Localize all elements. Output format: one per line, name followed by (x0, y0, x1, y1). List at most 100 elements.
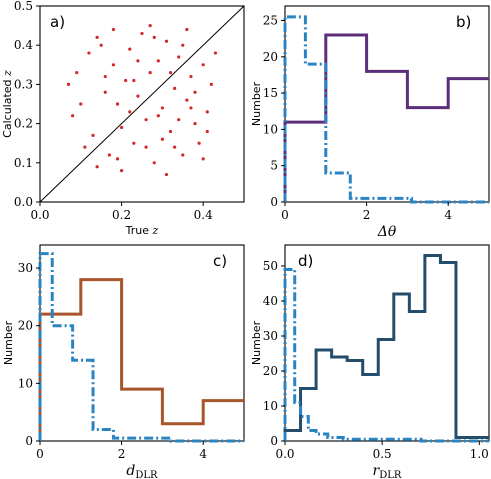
y-ticks-c: 0 10 20 30 (18, 261, 40, 448)
x-ticks-b: 0 2 4 (281, 202, 452, 222)
x-ticks-c: 0 2 4 (36, 441, 207, 461)
x-tick-label: 0 (36, 447, 44, 461)
scatter-point (201, 63, 205, 67)
scatter-point (181, 43, 185, 47)
scatter-point (103, 74, 107, 79)
panel-tag-c: c) (213, 252, 227, 270)
scatter-point (91, 133, 95, 137)
y-tick-label: 0.1 (14, 156, 33, 170)
plot-area-a (39, 5, 245, 203)
scatter-point (99, 43, 103, 47)
scatter-point (160, 137, 164, 141)
y-tick-label: 20 (263, 50, 278, 64)
scatter-point (144, 118, 148, 122)
scatter-point (128, 47, 132, 51)
scatter-point (177, 118, 181, 122)
y-tick-label: 25 (263, 14, 278, 28)
y-tick-label: 0 (25, 434, 33, 448)
x-tick-label: 1.0 (470, 447, 489, 461)
y-axis-label-a: Calculated z (1, 70, 14, 138)
scatter-point (205, 129, 209, 134)
scatter-point (115, 102, 120, 106)
scatter-point (193, 122, 197, 126)
scatter-point (193, 90, 197, 94)
y-tick-label: 0 (270, 434, 278, 448)
scatter-point (164, 39, 169, 43)
scatter-point (148, 24, 152, 28)
histogram-dashdot-series (38, 252, 244, 443)
scatter-point (136, 59, 140, 63)
y-tick-label: 20 (263, 364, 278, 378)
y-tick-label: 0 (270, 195, 278, 209)
panel-d: 0.0 0.5 1.0 0 10 20 30 40 50 d) rDLR Number (250, 244, 490, 479)
x-axis-label-d: rDLR (373, 463, 402, 479)
histogram-series-c (38, 252, 244, 443)
scatter-point (136, 94, 140, 98)
x-tick-label: 0.5 (373, 447, 392, 461)
scatter-point (205, 110, 209, 114)
scatter-point (103, 90, 107, 94)
histogram-solid-series (283, 254, 489, 441)
scatter-point (132, 141, 136, 145)
x-tick-label: 2 (118, 447, 126, 461)
scatter-point (75, 71, 79, 75)
x-ticks-d: 0.0 0.5 1.0 (275, 441, 489, 461)
x-ticks-a: 0.0 0.2 0.4 (30, 202, 213, 222)
panel-tag-b: b) (456, 13, 471, 31)
y-tick-label: 10 (18, 376, 33, 390)
x-tick-label: 4 (444, 208, 452, 222)
y-tick-label: 50 (263, 259, 278, 273)
scatter-point (185, 98, 189, 102)
scatter-point (164, 172, 169, 177)
y-ticks-b: 0 5 10 15 20 25 (263, 14, 285, 209)
scatter-point (213, 51, 218, 55)
y-axis-label-c: Number (2, 320, 15, 365)
histogram-solid-series (38, 278, 244, 441)
y-axis-label-a-main: Calculated (1, 79, 14, 137)
x-axis-label-b: Δθ (377, 224, 397, 240)
scatter-point (95, 35, 99, 39)
scatter-point (160, 106, 164, 110)
scatter-point (156, 59, 160, 63)
x-tick-label: 0.2 (112, 208, 131, 222)
scatter-point (111, 27, 116, 32)
histogram-series-b (283, 15, 489, 204)
scatter-point (156, 114, 160, 118)
y-axis-label-a-symbol: z (1, 70, 14, 77)
scatter-point (87, 51, 91, 55)
scatter-point (79, 102, 83, 106)
scatter-point (124, 78, 128, 83)
x-tick-label: 0.4 (194, 208, 213, 222)
scatter-point (201, 157, 205, 161)
scatter-point (66, 82, 71, 86)
panel-b: 0 2 4 0 5 10 15 20 25 b) Δθ Number (250, 5, 490, 240)
x-axis-label-a: True z (125, 224, 159, 237)
x-axis-label-a-symbol: z (152, 224, 159, 237)
scatter-point (152, 35, 156, 39)
scatter-point (189, 106, 193, 110)
x-axis-label-d-subscript: DLR (379, 470, 402, 479)
panel-tag-a: a) (50, 13, 65, 31)
y-tick-label: 0.5 (14, 0, 33, 13)
identity-line (39, 5, 245, 203)
histogram-series-d (283, 254, 489, 443)
scatter-point (209, 82, 213, 86)
y-tick-label: 10 (263, 399, 278, 413)
histogram-dashdot-series (283, 15, 489, 204)
x-axis-label-d-symbol: r (373, 463, 381, 479)
scatter-point (83, 145, 87, 149)
plot-area-c (39, 244, 245, 442)
scatter-point (71, 114, 75, 118)
plot-area-d (284, 244, 490, 442)
y-tick-label: 0.4 (14, 38, 33, 52)
scatter-point (144, 145, 148, 149)
x-axis-label-c-symbol: d (126, 463, 135, 479)
scatter-point (173, 145, 177, 149)
x-tick-label: 4 (199, 447, 207, 461)
panel-tag-d: d) (298, 252, 313, 270)
scatter-point (173, 86, 177, 90)
scatter-point (181, 153, 185, 157)
panel-a: 0.0 0.2 0.4 0.0 0.1 0.2 0.3 0.4 0.5 a) True z C… (1, 0, 245, 237)
scatter-point (140, 31, 144, 36)
